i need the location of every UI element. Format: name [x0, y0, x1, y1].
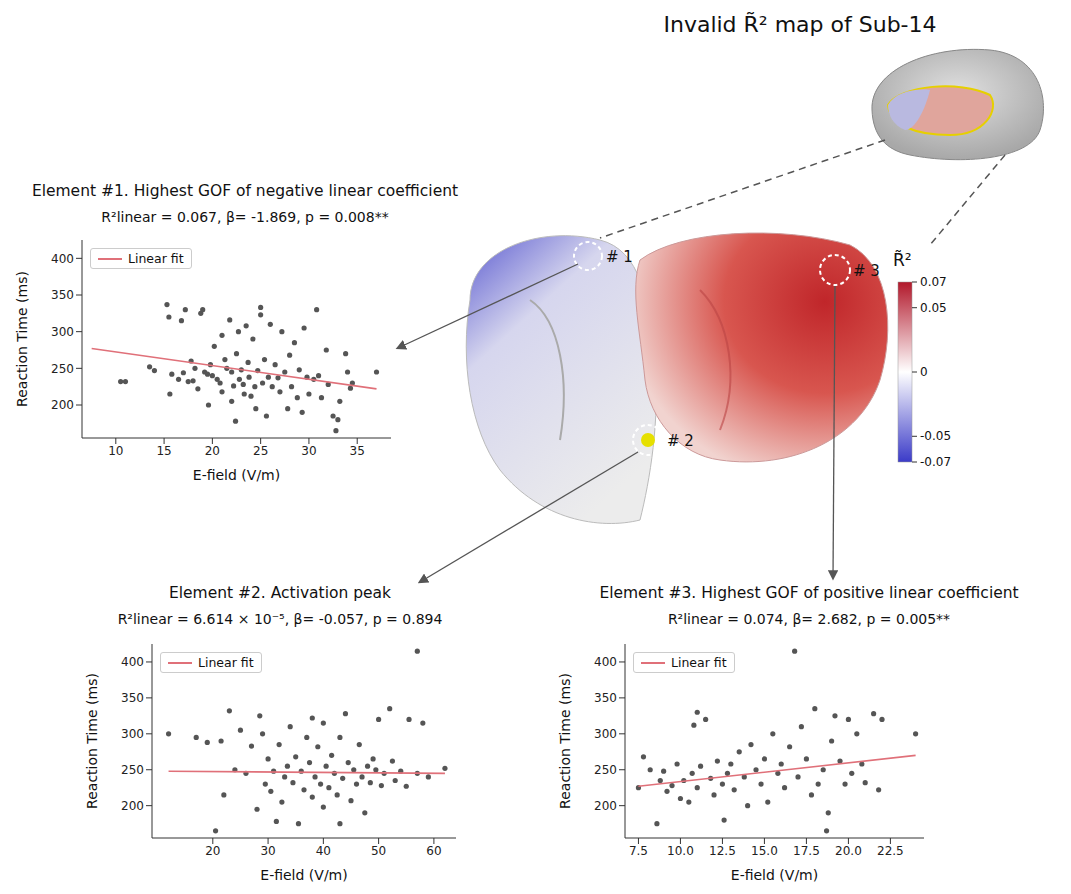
svg-text:# 3: # 3 [853, 262, 880, 280]
svg-text:50: 50 [371, 844, 386, 858]
svg-text:20.0: 20.0 [835, 844, 862, 858]
svg-text:E-field (V/m): E-field (V/m) [731, 867, 818, 883]
svg-text:20: 20 [205, 844, 220, 858]
html-text:Linear fit: Linear fit [128, 251, 184, 266]
svg-text:200: 200 [51, 398, 74, 412]
svg-text:E-field (V/m): E-field (V/m) [193, 467, 280, 483]
svg-text:E-field (V/m): E-field (V/m) [260, 867, 347, 883]
svg-text:# 2: # 2 [667, 432, 694, 450]
svg-text:22.5: 22.5 [877, 844, 904, 858]
svg-text:35: 35 [350, 444, 365, 458]
html-text:Linear fit: Linear fit [671, 655, 727, 670]
svg-text:20: 20 [205, 444, 220, 458]
svg-text:60: 60 [426, 844, 441, 858]
svg-text:# 1: # 1 [606, 248, 633, 266]
svg-text:-0.05: -0.05 [920, 429, 951, 443]
svg-text:30: 30 [301, 444, 316, 458]
svg-text:0.07: 0.07 [920, 275, 947, 289]
svg-text:300: 300 [121, 727, 144, 741]
svg-text:350: 350 [121, 691, 144, 705]
svg-text:400: 400 [121, 655, 144, 669]
html-text:Linear fit: Linear fit [198, 655, 254, 670]
svg-text:300: 300 [594, 727, 617, 741]
html-text:R²linear = 0.074, β= 2.682, p: R²linear = 0.074, β= 2.682, p = 0.005** [667, 611, 951, 627]
svg-text:10.0: 10.0 [667, 844, 694, 858]
svg-text:R̃²: R̃² [893, 250, 912, 270]
svg-text:250: 250 [594, 763, 617, 777]
svg-text:250: 250 [51, 362, 74, 376]
svg-text:Reaction Time (ms): Reaction Time (ms) [557, 673, 573, 809]
svg-text:25: 25 [253, 444, 268, 458]
svg-text:12.5: 12.5 [709, 844, 736, 858]
html-text:Invalid R̃² map of Sub-14: Invalid R̃² map of Sub-14 [663, 12, 937, 37]
svg-text:200: 200 [594, 799, 617, 813]
svg-text:Reaction Time (ms): Reaction Time (ms) [84, 673, 100, 809]
svg-text:15: 15 [156, 444, 171, 458]
html-text:Element #2. Activation peak: Element #2. Activation peak [168, 584, 392, 602]
svg-text:-0.07: -0.07 [920, 455, 951, 469]
svg-text:200: 200 [121, 799, 144, 813]
html-text:Element #1. Highest GOF of neg: Element #1. Highest GOF of negative line… [31, 182, 459, 200]
svg-text:400: 400 [594, 655, 617, 669]
svg-text:0.05: 0.05 [920, 301, 947, 315]
svg-text:400: 400 [51, 252, 74, 266]
svg-text:250: 250 [121, 763, 144, 777]
svg-text:40: 40 [316, 844, 331, 858]
svg-text:350: 350 [594, 691, 617, 705]
html-text:R²linear = 0.067, β= -1.869, p: R²linear = 0.067, β= -1.869, p = 0.008** [101, 209, 389, 225]
html-text:R²linear = 6.614 × 10⁻⁵, β= -0: R²linear = 6.614 × 10⁻⁵, β= -0.057, p = … [117, 611, 443, 627]
html-text:Element #3. Highest GOF of pos: Element #3. Highest GOF of positive line… [599, 584, 1019, 602]
svg-text:15.0: 15.0 [751, 844, 778, 858]
svg-text:10: 10 [108, 444, 123, 458]
svg-text:17.5: 17.5 [793, 844, 820, 858]
svg-text:300: 300 [51, 325, 74, 339]
svg-text:7.5: 7.5 [629, 844, 648, 858]
svg-text:Reaction Time (ms): Reaction Time (ms) [14, 271, 30, 407]
svg-text:350: 350 [51, 288, 74, 302]
svg-text:30: 30 [260, 844, 275, 858]
svg-text:0: 0 [920, 365, 928, 379]
